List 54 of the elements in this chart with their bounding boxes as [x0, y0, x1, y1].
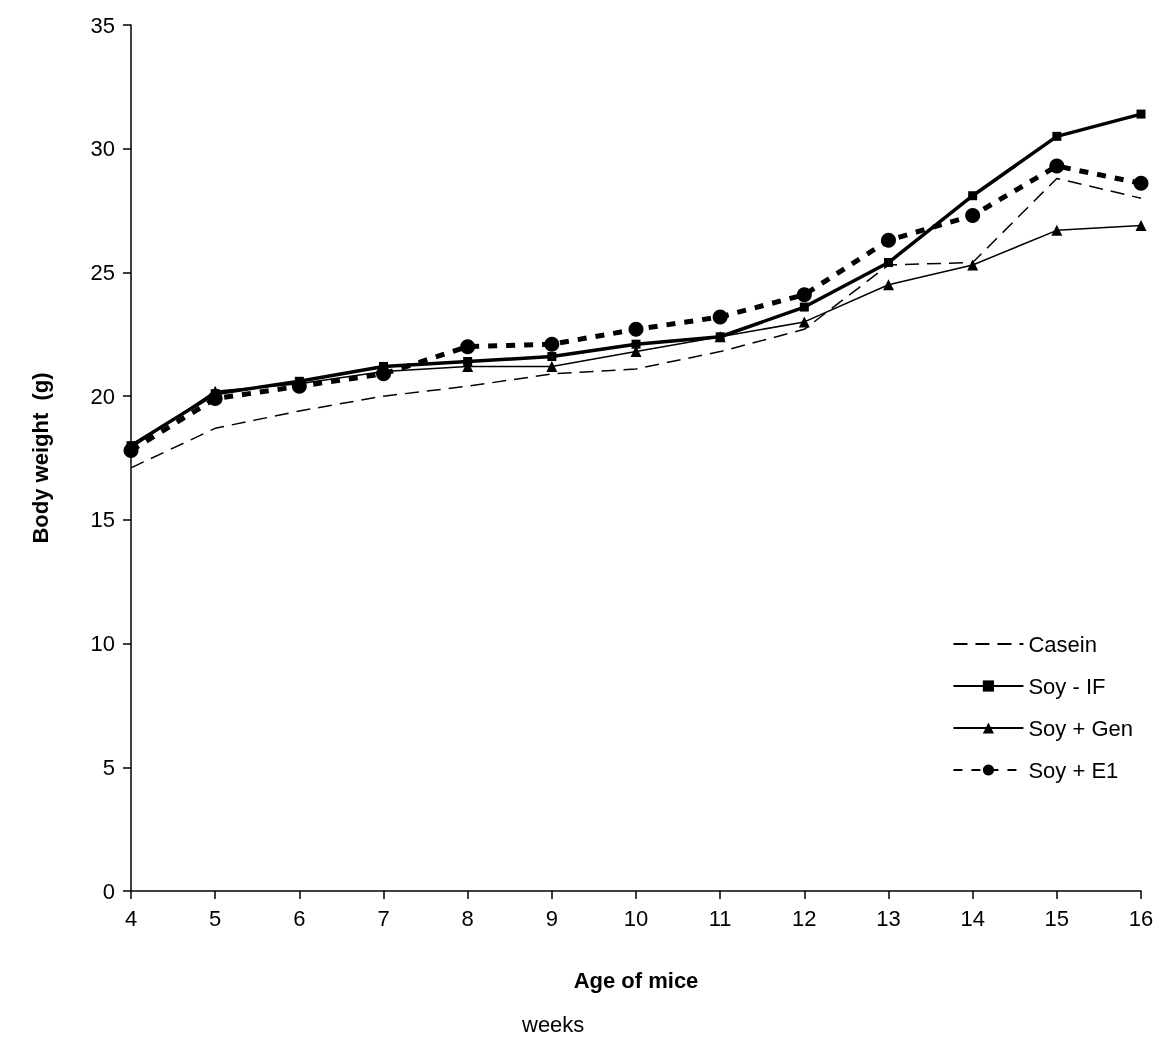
- x-tick-label: 8: [461, 905, 474, 931]
- x-tick-label: 5: [209, 905, 222, 931]
- legend-label: Soy + E1: [1028, 757, 1119, 783]
- point: [798, 316, 810, 328]
- point: [460, 339, 476, 355]
- point: [712, 309, 728, 325]
- x-tick-label: 11: [708, 905, 732, 931]
- point: [544, 336, 560, 352]
- point: [546, 360, 558, 372]
- point: [376, 366, 391, 382]
- point: [968, 191, 978, 201]
- x-tick-label: 6: [293, 905, 306, 931]
- point: [547, 352, 557, 362]
- point: [628, 321, 644, 337]
- point: [883, 279, 894, 291]
- y-tick-label: 15: [90, 507, 115, 533]
- x-tick-label: 16: [1128, 905, 1154, 931]
- x-axis-title: Age of mice: [573, 967, 699, 993]
- point: [123, 443, 139, 459]
- y-tick-label: 25: [90, 259, 115, 285]
- point: [207, 391, 223, 407]
- point: [1136, 109, 1146, 119]
- legend-label: Soy - IF: [1028, 673, 1106, 699]
- point: [1135, 219, 1147, 231]
- point: [884, 258, 893, 268]
- y-tick-label: 20: [90, 383, 115, 409]
- x-tick-label: 12: [792, 905, 817, 931]
- legend-label: Casein: [1028, 631, 1097, 657]
- y-tick-label: 10: [90, 631, 115, 657]
- point: [796, 287, 812, 303]
- point: [799, 302, 809, 312]
- point: [1052, 131, 1062, 141]
- legend-label: Soy + Gen: [1028, 715, 1134, 741]
- point: [631, 339, 641, 349]
- point: [881, 232, 896, 248]
- x-tick-label: 15: [1044, 905, 1070, 931]
- text: weeks: [521, 1011, 585, 1037]
- y-tick-label: 5: [102, 754, 115, 780]
- y-tick-label: 30: [90, 136, 115, 162]
- x-tick-label: 13: [876, 905, 901, 931]
- point: [1051, 224, 1063, 236]
- y-axis-title: Body weight (g): [27, 372, 53, 544]
- x-tick-label: 7: [377, 905, 390, 931]
- point: [291, 378, 307, 394]
- point: [967, 259, 979, 271]
- point: [1049, 158, 1065, 174]
- y-tick-label: 35: [90, 12, 115, 38]
- x-tick-label: 9: [545, 905, 558, 931]
- point: [965, 208, 981, 224]
- x-tick-label: 10: [623, 905, 649, 931]
- x-tick-label: 4: [124, 905, 138, 931]
- y-tick-label: 0: [102, 878, 115, 904]
- x-tick-label: 14: [960, 905, 985, 931]
- point: [1133, 175, 1149, 191]
